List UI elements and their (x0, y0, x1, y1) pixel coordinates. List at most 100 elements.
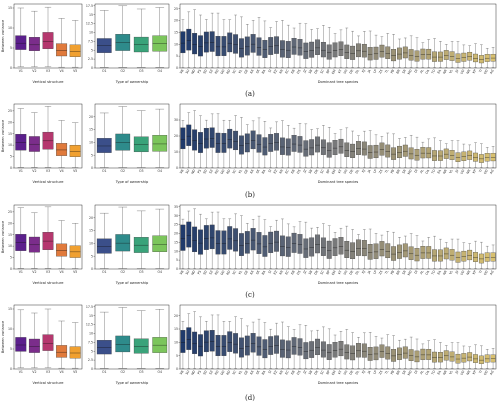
row4-species-xtick-label: NR (442, 369, 448, 376)
row2-species-box (297, 136, 303, 153)
row2-vertical-xtick-label: V3 (46, 169, 50, 173)
row1-species-box (373, 46, 379, 60)
row2-species-xtick-label: KT (337, 169, 342, 174)
row3-ownership-ytick-label: 15 (89, 229, 93, 233)
row2-species-box (203, 127, 209, 149)
row4-species-box (443, 350, 449, 361)
row1-ownership-ytick-label: 2.5 (88, 57, 93, 61)
row2-vertical-box (15, 134, 27, 151)
row3-species-xtick-label: EC (284, 269, 290, 275)
row2-species-box (285, 138, 291, 156)
row1-species-xtick-label: JV (454, 68, 460, 74)
row4-vertical-box (69, 346, 81, 359)
row1-species-box (397, 47, 402, 60)
row3-species-box (449, 249, 455, 261)
row4-species-xtick-label: KR (278, 369, 284, 375)
row3-species-xtick-label: TL (384, 270, 390, 276)
row3-ownership-xlabel: Type of ownership (115, 281, 149, 285)
row2-species-xtick-label: DE (349, 169, 355, 175)
row3-species-xtick-label: BA (261, 269, 267, 275)
row2-ownership-box (133, 136, 149, 153)
row3-species-xtick-label: SD (202, 269, 208, 275)
row1-species-box (239, 38, 244, 58)
row1-species-xtick-label: VB (179, 69, 185, 75)
row2-species-box (461, 151, 467, 161)
row1-species-box (408, 49, 414, 61)
row2-vertical-xtick-label: V1 (19, 169, 23, 173)
row4-species-xtick-label: RD (226, 369, 232, 376)
row4-species-box (397, 347, 402, 360)
row2-species-ytick-label: 20 (174, 134, 178, 138)
row1-species-ytick-label: 5 (176, 54, 178, 58)
row2-species-box (344, 142, 350, 157)
row4-species-xtick-label: GE (243, 370, 249, 376)
row4-vertical-xtick-label: V1 (19, 370, 23, 374)
row3-species-box (279, 235, 285, 257)
row2-species-box (490, 153, 496, 162)
row3-species-ytick-label: 5 (176, 258, 178, 262)
row3-vertical-ytick-label: 20 (8, 221, 12, 225)
row4-species-xtick-label: SI (267, 370, 272, 375)
row4-species-xtick-label: ND (190, 369, 196, 376)
row2-species-xtick-label: VB (179, 169, 185, 175)
row3-species-xtick-label: RD (226, 269, 232, 276)
row4-species-box (361, 343, 367, 358)
row2-ownership-ytick-label: 10 (89, 141, 93, 145)
row3-species-xtick-label: BR (395, 269, 401, 275)
row2-species-xtick-label: PS (197, 169, 202, 174)
row1-species-xtick-label: ND (190, 68, 196, 75)
row2-species-xtick-label: SZ (208, 168, 214, 174)
row1-species-ytick-label: 25 (174, 7, 178, 11)
row2-species-box (408, 147, 414, 160)
row1-vertical-ytick-label: 0 (10, 66, 12, 70)
row3-species-xtick-label: MD (407, 269, 413, 276)
row2-species-box (373, 144, 379, 159)
row3-ownership-ytick-label: 5 (91, 254, 93, 258)
row3-species-xtick-label: KP (472, 270, 478, 276)
row1-species-xtick-label: BA (261, 68, 267, 74)
row1-species-xtick-label: SI (267, 69, 272, 74)
row3-vertical-xlabel: Vertical structure (33, 281, 65, 285)
row3-species-xtick-label: BP (325, 270, 331, 276)
row1-species-xtick-label: TL (384, 69, 390, 75)
row3-species-xtick-label: PS (197, 270, 202, 275)
row2-species-box (402, 144, 408, 157)
row3-species-xtick-label: SZ (208, 269, 214, 275)
row4-species-box (437, 352, 443, 363)
row3-species-xtick-label: DE (349, 270, 355, 276)
row1-species-xtick-label: DL (355, 69, 361, 75)
row1-species-xtick-label: SR (401, 68, 407, 74)
row4-species-xtick-label: JZ (302, 369, 308, 375)
row4-species-xtick-label: TL (384, 370, 390, 376)
row3-species-xtick-label: JV (454, 269, 460, 275)
row3-species-ytick-label: 0 (176, 267, 178, 271)
row1-vertical-box (69, 44, 81, 57)
caption-4: (d) (245, 394, 255, 402)
row1-species-xtick-label: EB (290, 69, 296, 75)
row2-species-xtick-label: VC (232, 168, 238, 174)
row4-species-xtick-label: SR (401, 369, 407, 375)
row2-species-xtick-label: LP (372, 169, 377, 174)
row3-species-xtick-label: DK (313, 269, 319, 276)
row4-species-ytick-label: 0 (176, 367, 178, 371)
row1-species-box (315, 39, 320, 55)
row4-ownership-ytick-label: 0 (91, 367, 93, 371)
row4-ownership-xtick-label: O1 (102, 370, 107, 374)
row4-species-box (192, 331, 198, 354)
row1-species-xtick-label: EJ (361, 69, 366, 74)
row2-species-box (279, 137, 285, 155)
row3-species-xtick-label: VH (343, 269, 349, 275)
row3-species-xtick-label: VD (460, 269, 466, 275)
row4-species-box (461, 353, 467, 363)
row1-species-box (367, 47, 373, 61)
row4-species-box (420, 348, 426, 360)
row1-species-xtick-label: GD (220, 68, 226, 75)
row4-ownership-ytick-label: 12.5 (86, 323, 93, 327)
row3-species-box (361, 240, 367, 257)
row2-species-box (192, 129, 198, 151)
row4-ownership-box (96, 340, 112, 355)
row1-species-xtick-label: SU (185, 68, 191, 74)
row2-ownership-ytick-label: 15 (89, 128, 93, 132)
row3-species-xtick-label: ND (190, 269, 196, 276)
row1-vertical-ytick-label: 15 (8, 6, 12, 10)
